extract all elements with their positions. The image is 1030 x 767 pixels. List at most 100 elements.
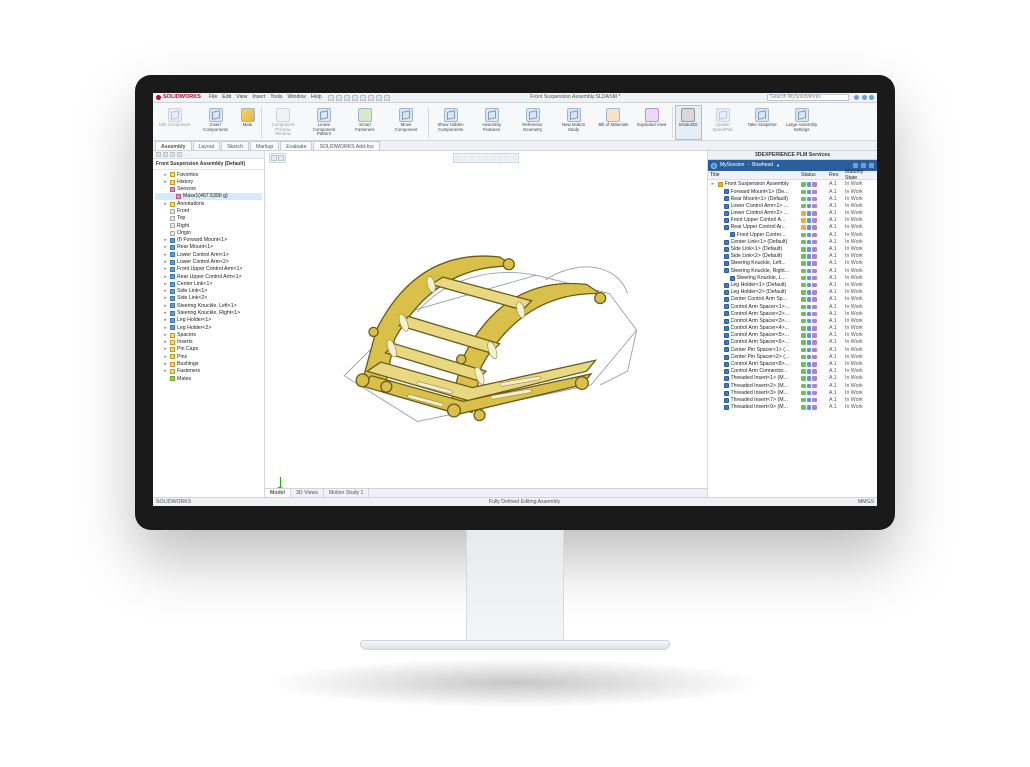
ribbon-insert-components[interactable]: Insert Components [196, 105, 236, 140]
help-icon[interactable] [862, 95, 867, 100]
plm-row[interactable]: Side Link<1> (Default)A.1In Work [710, 246, 875, 253]
tree-item[interactable]: ▸Leg Holder<1> [155, 317, 262, 324]
tree-item[interactable]: ▸Annotations [155, 200, 262, 207]
tab-solidworks-add-ins[interactable]: SOLIDWORKS Add-Ins [313, 141, 379, 150]
plm-row[interactable]: ▸Front Suspension AssemblyA.1In Work [710, 181, 875, 188]
plm-row[interactable]: Front Upper Contro...A.1In Work [710, 231, 875, 238]
hide-show-icon[interactable] [490, 155, 496, 161]
chevron-down-icon[interactable]: ▼ [776, 163, 780, 168]
plm-row[interactable]: Control Arm Spacer<4>...A.1In Work [710, 325, 875, 332]
bottom-tab-model[interactable]: Model [265, 489, 291, 497]
ribbon-assembly-features[interactable]: Assembly Features [472, 105, 512, 140]
tree-item[interactable]: ▸Bushings [155, 361, 262, 368]
col-rev[interactable]: Rev. [829, 172, 845, 179]
tree-item[interactable]: ▸Favorites [155, 171, 262, 178]
tree-item[interactable]: Origin [155, 230, 262, 237]
zoom-area-icon[interactable] [462, 155, 468, 161]
plm-row[interactable]: Front Upper Control A...A.1In Work [710, 217, 875, 224]
tree-item[interactable]: Mates [155, 375, 262, 382]
home-icon[interactable] [861, 163, 866, 168]
tab-evaluate[interactable]: Evaluate [280, 141, 312, 150]
expand-icon[interactable]: ▸ [163, 259, 168, 266]
plm-row[interactable]: Control Arm Spacer<2>...A.1In Work [710, 310, 875, 317]
tree-item[interactable]: ▸(f) Forward Mount<1> [155, 237, 262, 244]
tree-item[interactable]: Front [155, 208, 262, 215]
expand-icon[interactable]: ▸ [163, 325, 168, 332]
menu-help[interactable]: Help [311, 94, 322, 101]
expand-icon[interactable]: ▸ [163, 346, 168, 353]
plm-row[interactable]: Rear Mount<1> (Default)A.1In Work [710, 195, 875, 202]
ribbon-large-assembly-settings[interactable]: Large Assembly Settings [782, 105, 822, 140]
tree-item[interactable]: ▸Rear Upper Control Arm<1> [155, 273, 262, 280]
menu-tools[interactable]: Tools [270, 94, 282, 101]
bottom-tab-motion-study-1[interactable]: Motion Study 1 [324, 489, 370, 497]
menu-file[interactable]: File [209, 94, 217, 101]
expand-icon[interactable]: ▸ [163, 274, 168, 281]
plm-row[interactable]: Steering Knuckle, Right...A.1In Work [710, 267, 875, 274]
expand-icon[interactable]: ▸ [163, 172, 168, 179]
tree-item[interactable]: ▸Front Upper Control Arm<1> [155, 266, 262, 273]
plm-row[interactable]: Control Arm Spacer<5>...A.1In Work [710, 332, 875, 339]
plm-row[interactable]: Center Pin Spacer<2> (...A.1In Work [710, 354, 875, 361]
tree-item[interactable]: ▸Side Link<2> [155, 295, 262, 302]
qat-undo-icon[interactable] [360, 95, 366, 101]
col-status[interactable]: Status [801, 172, 829, 179]
tree-item[interactable]: ▸Lower Control Arm<1> [155, 251, 262, 258]
tree-item[interactable]: ▸Steering Knuckle, Left<1> [155, 302, 262, 309]
qat-save-icon[interactable] [344, 95, 350, 101]
plm-row[interactable]: Control Arm Spacer<3>...A.1In Work [710, 318, 875, 325]
tree-item[interactable]: ▸History [155, 179, 262, 186]
expand-icon[interactable]: ▸ [163, 317, 168, 324]
status-units[interactable]: MMGS [858, 499, 874, 506]
expand-icon[interactable]: ▸ [163, 201, 168, 208]
ribbon-reference-geometry[interactable]: Reference Geometry [513, 105, 553, 140]
search-input[interactable]: Search MySolidWorks [767, 94, 849, 101]
plm-row[interactable]: Center Control Arm Sp...A.1In Work [710, 296, 875, 303]
macro2-icon[interactable] [278, 155, 284, 161]
tree-item[interactable]: Mass1(467.5390 g) [155, 193, 262, 200]
expand-icon[interactable]: ▸ [163, 354, 168, 361]
plm-row[interactable]: Threaded Insert<3> (M...A.1In Work [710, 389, 875, 396]
expand-icon[interactable]: ▸ [163, 295, 168, 302]
plm-row[interactable]: Control Arm Spacer<8>...A.1In Work [710, 361, 875, 368]
plm-row[interactable]: Control Arm Spacer<1>...A.1In Work [710, 303, 875, 310]
expand-icon[interactable]: ▸ [163, 303, 168, 310]
menu-icon[interactable] [869, 163, 874, 168]
tree-root[interactable]: Front Suspension Assembly (Default) [153, 159, 264, 170]
ribbon-move-component[interactable]: Move Component [386, 105, 426, 140]
menu-view[interactable]: View [236, 94, 247, 101]
plm-row[interactable]: Steering Knuckle, Left...A.1In Work [710, 260, 875, 267]
tree-item[interactable]: ▸Rear Mount<1> [155, 244, 262, 251]
menu-window[interactable]: Window [287, 94, 305, 101]
expand-icon[interactable]: ▸ [163, 281, 168, 288]
expand-icon[interactable]: ▸ [163, 332, 168, 339]
plm-row[interactable]: Threaded Insert<7> (M...A.1In Work [710, 397, 875, 404]
tree-item[interactable]: ▸Side Link<1> [155, 288, 262, 295]
menu-edit[interactable]: Edit [222, 94, 231, 101]
ribbon-mate[interactable]: Mate [237, 105, 259, 140]
expand-icon[interactable]: ▸ [163, 266, 168, 273]
expand-icon[interactable]: ▸ [163, 361, 168, 368]
expand-icon[interactable]: ▸ [163, 310, 168, 317]
tab-markup[interactable]: Markup [250, 141, 279, 150]
plm-row[interactable]: Threaded Insert<2> (M...A.1In Work [710, 382, 875, 389]
plm-row[interactable]: Leg Holder<2> (Default)A.1In Work [710, 289, 875, 296]
qat-rebuild-icon[interactable] [376, 95, 382, 101]
plm-row[interactable]: Leg Holder<1> (Default)A.1In Work [710, 282, 875, 289]
plm-row[interactable]: Lower Control Arm<1> ...A.1In Work [710, 203, 875, 210]
ribbon-take-snapshot[interactable]: Take Snapshot [744, 105, 781, 140]
tree-item[interactable]: ▸Steering Knuckle, Right<1> [155, 310, 262, 317]
bottom-tab-3d-views[interactable]: 3D Views [291, 489, 324, 497]
expand-icon[interactable]: ▸ [163, 179, 168, 186]
ribbon-linear-component-pattern[interactable]: Linear Component Pattern [304, 105, 344, 140]
refresh-icon[interactable] [853, 163, 858, 168]
tab-layout[interactable]: Layout [193, 141, 221, 150]
ribbon-new-motion-study[interactable]: New Motion Study [554, 105, 594, 140]
tree-item[interactable]: ▸Pins [155, 353, 262, 360]
tab-sketch[interactable]: Sketch [221, 141, 249, 150]
plm-row[interactable]: Threaded Insert<1> (M...A.1In Work [710, 375, 875, 382]
tree-filter-icon[interactable] [156, 152, 161, 157]
ribbon-show-hidden-components[interactable]: Show Hidden Components [431, 105, 471, 140]
tab-assembly[interactable]: Assembly [155, 141, 192, 150]
tree-item[interactable]: Right [155, 222, 262, 229]
